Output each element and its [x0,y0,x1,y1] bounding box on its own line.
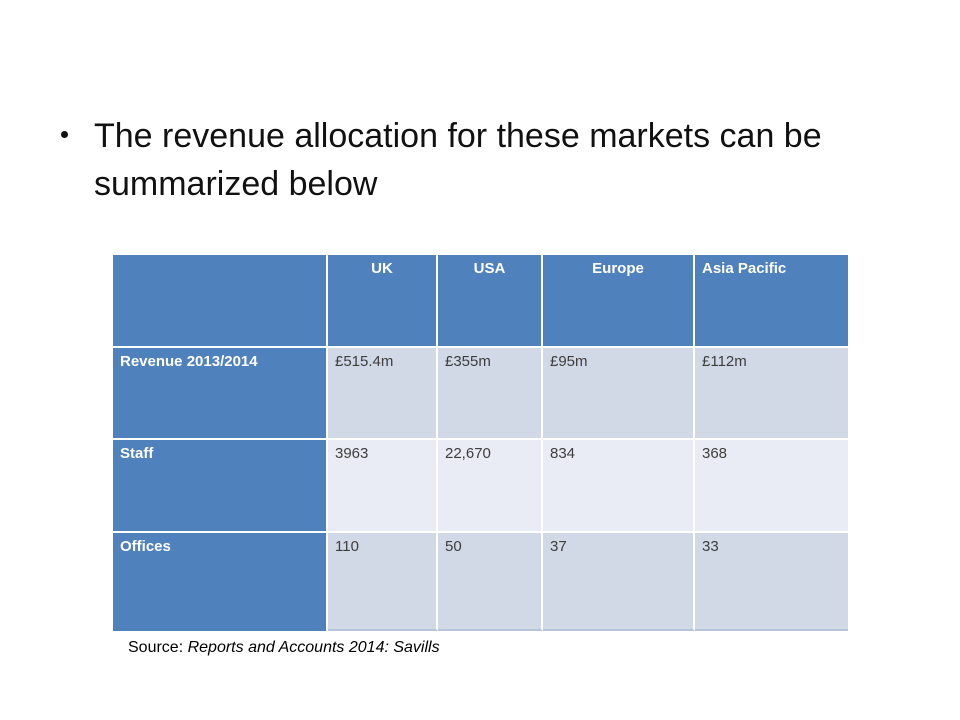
source-label: Source: [128,639,188,656]
column-header-asia-pacific: Asia Pacific [695,255,848,348]
cell-staff-uk: 3963 [328,440,438,533]
row-header-staff: Staff [113,440,328,533]
table-header-row: UK USA Europe Asia Pacific [113,255,848,348]
row-header-revenue: Revenue 2013/2014 [113,348,328,440]
column-header-usa: USA [438,255,543,348]
cell-offices-uk: 110 [328,533,438,631]
column-header-europe: Europe [543,255,695,348]
bullet-item: The revenue allocation for these markets… [61,112,884,208]
cell-offices-europe: 37 [543,533,695,631]
cell-offices-asia-pacific: 33 [695,533,848,631]
table-row-offices: Offices 110 50 37 33 [113,533,848,631]
row-header-offices: Offices [113,533,328,631]
cell-offices-usa: 50 [438,533,543,631]
cell-revenue-usa: £355m [438,348,543,440]
source-note: Source: Reports and Accounts 2014: Savil… [128,639,440,657]
table-corner-cell [113,255,328,348]
cell-staff-europe: 834 [543,440,695,533]
cell-staff-usa: 22,670 [438,440,543,533]
markets-summary-table: UK USA Europe Asia Pacific Revenue 2013/… [113,255,848,631]
source-citation: Reports and Accounts 2014: Savills [187,639,440,656]
bullet-text: The revenue allocation for these markets… [94,117,822,203]
column-header-uk: UK [328,255,438,348]
cell-revenue-uk: £515.4m [328,348,438,440]
cell-revenue-europe: £95m [543,348,695,440]
cell-staff-asia-pacific: 368 [695,440,848,533]
bullet-marker [61,131,68,138]
cell-revenue-asia-pacific: £112m [695,348,848,440]
table-row-revenue: Revenue 2013/2014 £515.4m £355m £95m £11… [113,348,848,440]
table-row-staff: Staff 3963 22,670 834 368 [113,440,848,533]
